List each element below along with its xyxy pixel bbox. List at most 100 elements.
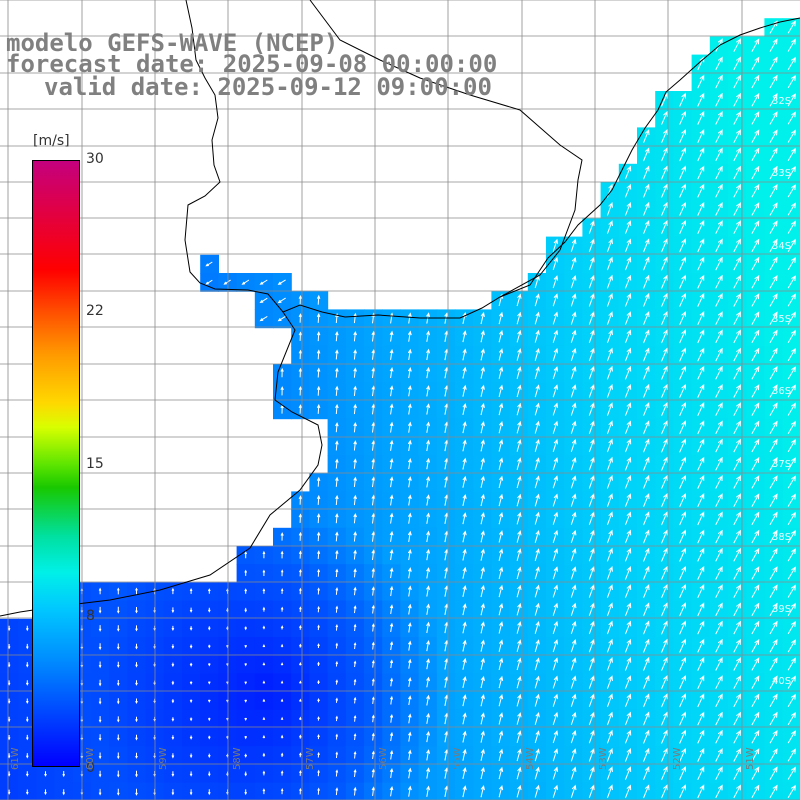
wind-arrow <box>715 657 723 671</box>
wind-arrow <box>25 734 29 741</box>
wind-arrow <box>697 602 705 617</box>
wind-arrow <box>715 365 723 380</box>
wind-arrow <box>661 201 668 216</box>
lat-label: 40S <box>772 676 792 687</box>
wind-arrow <box>679 365 686 380</box>
wind-arrow <box>298 680 302 684</box>
wind-arrow <box>444 712 449 725</box>
wind-arrow <box>769 693 778 708</box>
wind-arrow <box>317 679 320 685</box>
wind-arrow <box>697 474 705 489</box>
wind-arrow <box>335 513 339 524</box>
wind-arrow <box>426 403 431 415</box>
wind-arrow <box>353 403 357 415</box>
wind-arrow <box>480 530 485 543</box>
wind-arrow <box>244 663 248 667</box>
wind-arrow <box>552 511 559 525</box>
wind-arrow <box>624 729 632 744</box>
wind-arrow <box>389 421 394 433</box>
wind-arrow <box>588 711 595 726</box>
wind-arrow <box>715 638 723 653</box>
wind-arrow <box>715 56 723 71</box>
wind-arrow <box>298 624 302 630</box>
wind-arrow <box>679 729 686 744</box>
wind-arrow <box>715 293 723 307</box>
wind-arrow <box>715 74 723 89</box>
wind-arrow <box>552 238 559 252</box>
wind-arrow <box>679 274 686 289</box>
wind-arrow <box>353 421 357 433</box>
wind-arrow <box>426 621 431 634</box>
wind-arrow <box>697 729 705 744</box>
wind-arrow <box>661 402 668 417</box>
wind-arrow <box>570 402 577 416</box>
wind-arrow <box>262 662 266 666</box>
wind-arrow <box>697 165 705 180</box>
wind-arrow <box>135 643 138 650</box>
wind-arrow <box>769 329 778 344</box>
wind-arrow <box>407 658 412 669</box>
wind-arrow <box>787 657 796 671</box>
wind-arrow <box>643 456 650 471</box>
wind-arrow <box>661 438 668 453</box>
wind-arrow <box>389 731 394 742</box>
wind-arrow <box>661 383 668 398</box>
wind-arrow <box>787 329 796 343</box>
wind-arrow <box>353 642 357 650</box>
wind-arrow <box>335 587 339 595</box>
wind-arrow <box>534 620 540 634</box>
wind-arrow <box>426 530 431 543</box>
wind-arrow <box>751 547 760 562</box>
wind-arrow <box>516 693 522 707</box>
wind-arrow <box>280 569 284 577</box>
wind-arrow <box>480 457 485 470</box>
wind-arrow <box>769 729 778 744</box>
wind-arrow <box>371 750 375 759</box>
wind-arrow <box>679 183 686 198</box>
wind-arrow <box>462 584 467 598</box>
wind-arrow <box>317 568 321 577</box>
wind-arrow <box>733 384 741 398</box>
wind-arrow <box>751 493 760 507</box>
wind-arrow <box>298 385 303 396</box>
wind-arrow <box>787 711 796 726</box>
title-model: modelo GEFS-WAVE (NCEP) <box>6 29 339 57</box>
wind-arrow <box>353 696 357 704</box>
wind-arrow <box>335 422 339 433</box>
wind-arrow <box>715 620 723 635</box>
wind-arrow <box>498 311 504 325</box>
wind-arrow <box>317 661 320 667</box>
wind-arrow <box>207 771 211 777</box>
wind-arrow <box>389 641 394 651</box>
wind-arrow <box>588 638 595 653</box>
wind-arrow <box>570 766 577 780</box>
wind-arrow <box>116 661 120 668</box>
wind-arrow <box>444 785 449 797</box>
wind-arrow <box>751 566 760 580</box>
wind-arrow <box>588 529 595 544</box>
wind-arrow <box>606 329 613 344</box>
wind-arrow <box>44 771 47 777</box>
wind-arrow <box>769 493 778 507</box>
wind-arrow <box>570 347 577 362</box>
wind-arrow <box>7 680 11 686</box>
wind-arrow <box>480 603 485 616</box>
wind-arrow <box>624 675 632 689</box>
wind-arrow <box>407 603 412 615</box>
wind-arrow <box>787 384 796 398</box>
wind-arrow <box>697 183 705 198</box>
wind-arrow <box>462 475 467 488</box>
wind-arrow <box>570 639 577 653</box>
wind-arrow <box>552 475 559 489</box>
wind-arrow <box>516 511 522 525</box>
wind-arrow <box>679 493 686 508</box>
wind-arrow <box>715 256 723 271</box>
wind-arrow <box>534 529 540 543</box>
wind-arrow <box>733 675 741 689</box>
colorbar-tick: 0 <box>86 760 95 776</box>
wind-arrow <box>280 770 284 776</box>
wind-arrow <box>751 147 760 162</box>
wind-arrow <box>534 493 540 507</box>
wind-arrow <box>661 110 668 125</box>
wind-arrow <box>769 511 778 526</box>
